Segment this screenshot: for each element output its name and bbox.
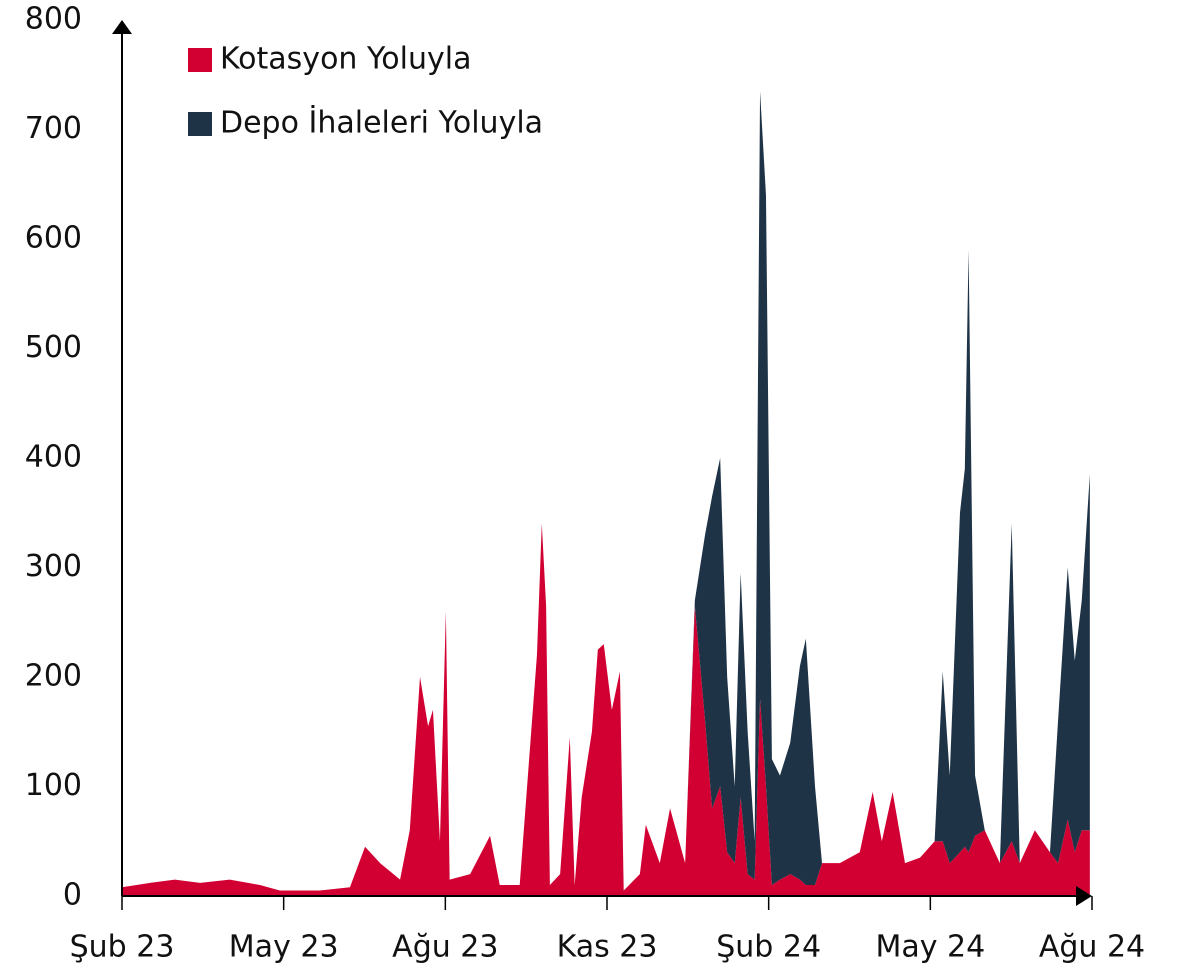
y-tick-label: 800 — [25, 2, 82, 37]
y-tick-label: 100 — [25, 768, 82, 803]
x-tick-label: Şub 24 — [716, 930, 821, 965]
x-tick-label: May 23 — [229, 930, 339, 965]
x-arrow — [1076, 886, 1092, 906]
legend-swatch — [188, 112, 212, 136]
y-tick-label: 0 — [63, 878, 82, 913]
y-tick-label: 400 — [25, 440, 82, 475]
legend-swatch — [188, 48, 212, 72]
y-tick-label: 600 — [25, 221, 82, 256]
y-tick-label: 700 — [25, 111, 82, 146]
x-tick-label: Ağu 23 — [392, 930, 498, 965]
legend-label: Depo İhaleleri Yoluyla — [220, 105, 543, 141]
x-tick-label: Şub 23 — [70, 930, 175, 965]
x-tick-label: May 24 — [875, 930, 985, 965]
y-tick-label: 500 — [25, 330, 82, 365]
area — [122, 523, 1090, 896]
x-tick-label: Kas 23 — [557, 930, 658, 965]
y-tick-label: 200 — [25, 659, 82, 694]
legend-label: Kotasyon Yoluyla — [220, 42, 471, 77]
y-tick-label: 300 — [25, 549, 82, 584]
y-arrow — [112, 20, 132, 34]
x-tick-label: Ağu 24 — [1039, 930, 1145, 965]
